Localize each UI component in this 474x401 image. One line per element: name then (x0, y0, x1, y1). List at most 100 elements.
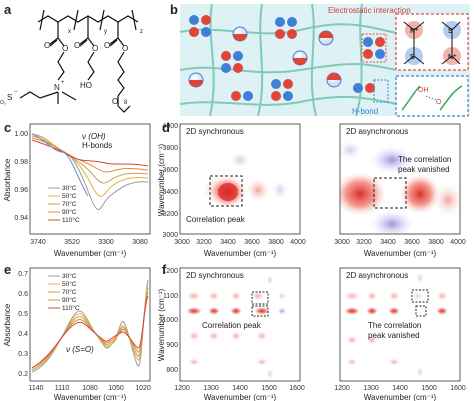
panel-c-ftir-oh: c Absorbance Wavenumber (cm⁻¹) 1.00 0.98… (3, 120, 151, 258)
panel-e-xlabel: Wavenumber (cm⁻¹) (54, 393, 127, 401)
panel-f-vanished-1: The correlation (368, 321, 421, 330)
panel-f-asynchronous-map: 2D asynchronous The correlation peak van… (334, 267, 466, 401)
panel-d-async-xtick: 3200 (356, 239, 372, 246)
panel-label-c: c (4, 120, 11, 135)
panel-e-ylabel: Absorbance (3, 303, 12, 346)
panel-d-ytick: 3400 (162, 189, 178, 196)
panel-d-synchronous-map: d 2D synchronous Correlation peak Wavenu… (157, 120, 306, 258)
panel-f-async-xtick: 1300 (363, 385, 379, 392)
panel-d-sync-title: 2D synchronous (186, 127, 244, 136)
panel-d-ylabel: Wavenumber (cm⁻¹) (157, 143, 166, 216)
ion-pairs (188, 15, 389, 103)
legend-30c: 30°C (62, 184, 77, 192)
panel-e-ytick: 0.4 (18, 331, 28, 338)
panel-c-ytick: 0.94 (14, 215, 28, 222)
panel-c-xtick: 3300 (98, 239, 114, 246)
panel-d-async-xlabel: Wavenumber (cm⁻¹) (364, 249, 437, 258)
panel-f-ytick: 1000 (162, 317, 178, 324)
panel-d-correlation-peak: Correlation peak (186, 215, 246, 224)
subscript-8: 8 (124, 100, 128, 106)
panel-c-curve-110c (31, 139, 149, 167)
atom-o-3: O (74, 41, 80, 50)
panel-c-legend: 30°C 50°C 70°C 90°C 110°C (48, 184, 80, 224)
subscript-z: z (140, 29, 143, 35)
panel-label-d: d (162, 120, 170, 135)
panel-e-curve-90c (31, 291, 149, 369)
panel-d-async-xtick: 3400 (380, 239, 396, 246)
electrostatic-interaction-label: Electrostatic interaction (328, 6, 411, 15)
inset-n-plus: N⁺ (410, 28, 419, 35)
panel-e-curve-50c (31, 283, 149, 371)
inset-n-plus-2: N⁺ (448, 54, 457, 61)
panel-f-async-xlabel: Wavenumber (cm⁻¹) (364, 393, 437, 401)
atom-o-5: O (104, 41, 110, 50)
panel-c-ytick: 0.98 (14, 159, 28, 166)
atom-o-4: O (92, 44, 98, 53)
inset-h-bond: OH O (395, 75, 469, 117)
panel-e-xtick: 1080 (82, 385, 98, 392)
panel-label-f: f (162, 262, 167, 277)
panel-f-vanished-2: peak vanished (368, 331, 420, 340)
panel-label-b: b (170, 2, 178, 17)
panel-d-xtick: 4000 (290, 239, 306, 246)
atom-o-6: O (122, 44, 128, 53)
panel-label-a: a (4, 2, 12, 17)
panel-d-asynchronous-map: 2D asynchronous The correlation peak van… (334, 123, 466, 258)
panel-d-ytick: 3000 (162, 232, 178, 239)
panel-c-curve-90c (31, 137, 149, 173)
panel-d-async-xtick: 3600 (404, 239, 420, 246)
panel-d-xtick: 3000 (174, 239, 190, 246)
polymer-network (179, 3, 401, 117)
panel-d-ytick: 3200 (162, 211, 178, 218)
inset-s-2: S (410, 54, 415, 61)
panel-d-sync-xlabel: Wavenumber (cm⁻¹) (204, 249, 277, 258)
panel-e-ytick: 0.3 (18, 351, 28, 358)
panel-d-xtick: 3800 (268, 239, 284, 246)
inset-s: S (448, 28, 453, 35)
panel-e-ytick: 0.5 (18, 311, 28, 318)
panel-c-xtick: 3740 (30, 239, 46, 246)
atom-s: S (7, 93, 12, 102)
panel-f-async-xtick: 1600 (450, 385, 466, 392)
panel-c-curve-extra (31, 133, 89, 197)
panel-d-ytick: 3800 (162, 145, 178, 152)
panel-f-correlation-peak: Correlation peak (202, 321, 262, 330)
subscript-x: x (68, 29, 71, 35)
panel-d-ytick: 4000 (162, 123, 178, 130)
panel-label-e: e (4, 262, 11, 277)
panel-f-ytick: 900 (166, 342, 178, 349)
legend-90c: 90°C (62, 208, 77, 216)
panel-d-xtick: 3600 (244, 239, 260, 246)
atom-o-2: O (62, 44, 68, 53)
panel-f-async-xtick: 1500 (421, 385, 437, 392)
panel-c-annotation-hbonds: H-bonds (82, 141, 112, 150)
panel-f-xtick: 1600 (289, 385, 305, 392)
panel-f-ytick: 800 (166, 367, 178, 374)
panel-d-ytick: 3600 (162, 167, 178, 174)
panel-c-ytick: 0.96 (14, 187, 28, 194)
panel-e-legend: 30°C 50°C 70°C 90°C 110°C (48, 272, 80, 312)
panel-d-vanished-1: The correlation (398, 155, 451, 164)
panel-c-ylabel: Absorbance (3, 158, 12, 201)
legend-30c: 30°C (62, 272, 77, 280)
legend-50c: 50°C (62, 192, 77, 200)
legend-110c: 110°C (62, 216, 80, 224)
panel-c-xlabel: Wavenumber (cm⁻¹) (54, 249, 127, 258)
panel-f-sync-xlabel: Wavenumber (cm⁻¹) (204, 393, 277, 401)
panel-c-ytick: 1.00 (14, 131, 28, 138)
panel-e-ytick: 0.7 (18, 271, 28, 278)
panel-d-async-title: 2D asynchronous (346, 127, 408, 136)
panel-e-xtick: 1110 (55, 385, 70, 392)
atom-o-7: O (112, 97, 118, 106)
charge-plus: + (61, 80, 65, 86)
panel-d-vanished-2: peak vanished (398, 165, 450, 174)
panel-e-curve-70c (31, 287, 149, 371)
panel-e-annotation: ν (S=O) (66, 345, 94, 354)
panel-c-annotation-nu-oh: ν (OH) (82, 132, 106, 141)
panel-f-xtick: 1400 (232, 385, 248, 392)
panel-f-ytick: 1100 (163, 293, 178, 300)
panel-f-xtick: 1500 (261, 385, 277, 392)
panel-d-async-xtick: 4000 (450, 239, 466, 246)
panel-e-xtick: 1020 (135, 385, 151, 392)
